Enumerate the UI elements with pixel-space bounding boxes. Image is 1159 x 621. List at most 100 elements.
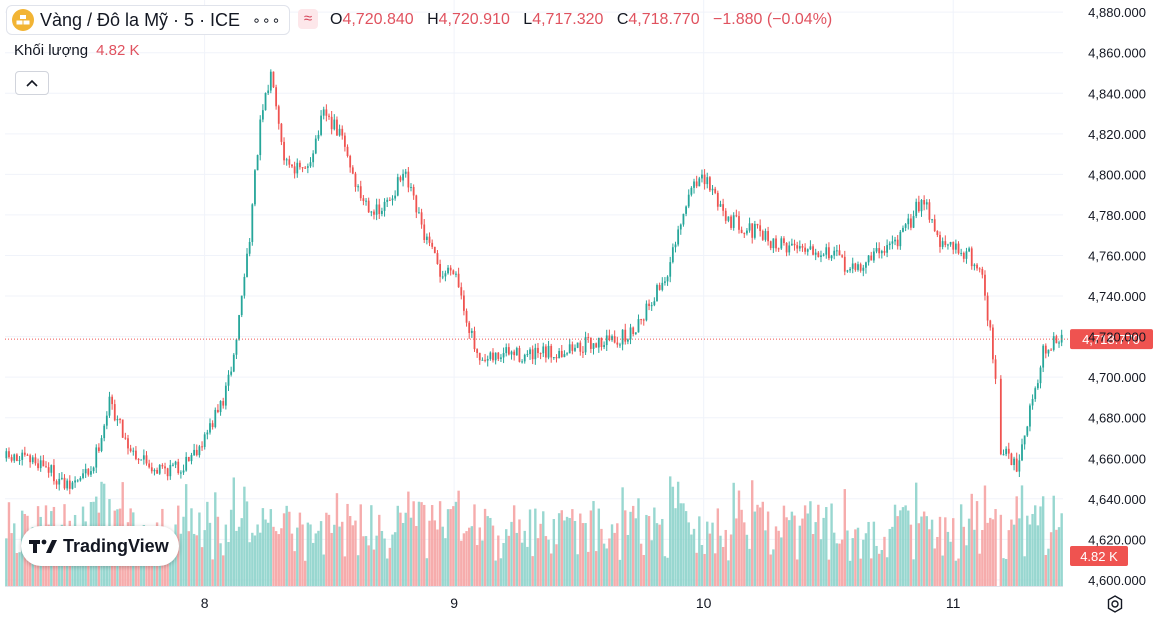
volume-bar xyxy=(208,522,212,586)
candle-body xyxy=(978,268,981,270)
candle-body xyxy=(912,216,915,228)
candle-body xyxy=(1002,454,1005,456)
wave-icon[interactable]: ≈ xyxy=(298,9,318,29)
volume-bar xyxy=(946,531,950,586)
candle-body xyxy=(201,446,203,448)
volume-bar xyxy=(507,535,511,586)
volume-bar xyxy=(192,533,196,586)
more-dots-icon[interactable]: ∘∘∘ xyxy=(252,11,282,28)
volume-bar xyxy=(375,535,378,586)
tradingview-logo[interactable]: TradingView xyxy=(21,526,179,566)
candle-body xyxy=(87,468,90,475)
volume-bar xyxy=(206,501,209,586)
candle-body xyxy=(190,455,193,462)
candle-body xyxy=(735,215,738,217)
settings-gear-icon[interactable] xyxy=(1105,594,1125,614)
volume-bar xyxy=(793,515,796,586)
candle-body xyxy=(880,251,883,254)
candle-body xyxy=(941,241,944,247)
volume-bar xyxy=(372,549,376,586)
volume-bar xyxy=(661,518,664,586)
candle-body xyxy=(21,452,24,460)
candle-body xyxy=(796,245,799,249)
volume-bar xyxy=(544,536,548,586)
candle-body xyxy=(116,419,119,421)
y-tick-label: 4,620.000 xyxy=(1088,532,1146,547)
volume-bar xyxy=(753,511,757,586)
candle-body xyxy=(534,347,537,360)
candle-body xyxy=(931,219,933,221)
candle-body xyxy=(119,419,121,421)
candle-body xyxy=(1015,458,1018,472)
candle-body xyxy=(1042,345,1045,368)
candle-body xyxy=(291,164,293,167)
candle-body xyxy=(629,327,632,340)
volume-bar xyxy=(843,489,846,586)
volume-bar xyxy=(674,508,677,586)
volume-bar xyxy=(597,508,601,586)
volume-bar xyxy=(1028,524,1032,586)
volume-bar xyxy=(423,504,426,586)
last-price-tag xyxy=(1070,329,1153,350)
volume-bar xyxy=(610,524,614,586)
volume-bar xyxy=(877,553,881,586)
volume-bar xyxy=(277,534,280,586)
volume-bar xyxy=(330,532,333,586)
candle-body xyxy=(857,264,859,270)
candle-body xyxy=(45,466,47,468)
volume-bar xyxy=(936,536,939,586)
volume-bar xyxy=(343,556,347,586)
volume-bar xyxy=(571,509,574,586)
candle-body xyxy=(383,201,386,211)
volume-bar xyxy=(822,517,825,586)
candle-body xyxy=(468,322,471,333)
volume-bar xyxy=(729,534,733,586)
candle-body xyxy=(439,264,442,277)
candle-body xyxy=(523,354,526,362)
volume-bar xyxy=(499,558,503,586)
candle-body xyxy=(431,242,434,247)
candle-body xyxy=(579,342,582,352)
candle-body xyxy=(293,166,296,174)
candle-body xyxy=(34,457,37,464)
candle-body xyxy=(272,71,275,88)
volume-bar xyxy=(526,546,529,586)
candle-body xyxy=(939,234,941,247)
volume-bar xyxy=(399,512,402,586)
volume-bar xyxy=(795,559,799,586)
candle-body xyxy=(870,255,873,261)
volume-bar xyxy=(282,513,286,586)
candle-body xyxy=(82,473,84,478)
volume-bar xyxy=(859,558,862,586)
candle-body xyxy=(597,337,600,348)
candle-body xyxy=(555,357,558,359)
candle-body xyxy=(76,480,79,482)
price-axis: 4,880.000 4,860.000 4,840.000 4,820.000 4,80… xyxy=(1088,5,1146,588)
volume-bar xyxy=(851,538,854,586)
symbol-title-pill[interactable]: Vàng / Đô la Mỹ · 5 · ICE ∘∘∘ xyxy=(6,5,291,35)
volume-bar xyxy=(412,501,415,586)
candle-body xyxy=(1031,398,1034,406)
volume-bar xyxy=(732,482,735,586)
volume-bar xyxy=(848,560,852,586)
volume-bar xyxy=(631,505,635,586)
collapse-legend-button[interactable] xyxy=(15,71,49,95)
volume-bar xyxy=(245,501,249,586)
candle-body xyxy=(148,463,151,468)
candle-body xyxy=(299,162,301,168)
candle-body xyxy=(812,246,814,255)
volume-bar xyxy=(441,526,444,586)
volume-bar xyxy=(907,510,910,586)
candle-body xyxy=(875,248,878,252)
candle-body xyxy=(433,246,436,254)
candle-body xyxy=(970,248,973,267)
candle-body xyxy=(1039,367,1042,384)
volume-bar xyxy=(724,529,727,586)
candle-body xyxy=(373,211,375,215)
candle-body xyxy=(772,238,775,249)
candle-body xyxy=(989,320,992,328)
volume-bar xyxy=(486,516,489,586)
volume-bar xyxy=(925,516,928,586)
candle-body xyxy=(486,358,489,361)
